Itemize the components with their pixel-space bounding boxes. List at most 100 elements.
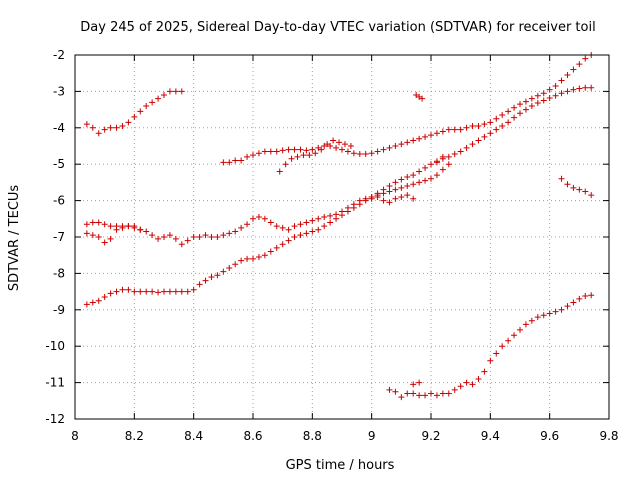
y-tick-label: -7 (53, 230, 65, 244)
data-point (214, 272, 221, 279)
data-point (404, 139, 411, 146)
data-point (315, 215, 322, 222)
data-point (95, 130, 102, 137)
series-trace-c-top (220, 52, 595, 166)
data-point (428, 132, 434, 139)
x-tick-label: 8.6 (243, 429, 262, 443)
series-trace-l-rise (433, 153, 446, 166)
series-trace-j-isolated (413, 92, 426, 102)
data-point (469, 381, 476, 388)
x-tick-label: 8.8 (303, 429, 322, 443)
data-point (347, 143, 354, 149)
data-point (196, 281, 203, 288)
data-point (398, 394, 405, 401)
data-point (487, 130, 494, 137)
data-point (428, 390, 434, 397)
data-point (439, 128, 446, 135)
data-point (511, 332, 518, 339)
x-tick-label: 9.8 (599, 429, 618, 443)
data-point (113, 226, 120, 233)
data-point (273, 148, 280, 155)
data-point (416, 135, 423, 142)
data-point (119, 286, 126, 293)
data-point (101, 221, 108, 228)
data-point (386, 188, 393, 195)
data-point (481, 368, 488, 375)
data-point (327, 212, 334, 219)
data-point (294, 153, 301, 160)
data-point (255, 150, 262, 157)
data-point (540, 90, 547, 97)
data-point (324, 141, 331, 148)
data-point (422, 164, 429, 171)
data-point (404, 390, 411, 397)
data-point (166, 88, 173, 95)
data-point (178, 88, 185, 95)
data-point (184, 237, 191, 244)
data-point (226, 159, 233, 166)
data-point (107, 235, 114, 242)
data-point (439, 153, 446, 160)
data-point (576, 61, 583, 68)
data-point (475, 122, 482, 129)
data-point (137, 288, 144, 295)
series-trace-a-early (83, 88, 185, 137)
data-point (339, 208, 345, 215)
series-trace-e-mid (83, 161, 452, 248)
data-point (273, 223, 280, 230)
y-tick-label: -6 (53, 194, 65, 208)
series-trace-g-dip (368, 192, 417, 206)
data-point (89, 299, 96, 306)
data-point (220, 232, 227, 239)
data-point (149, 99, 156, 106)
data-point (493, 350, 500, 357)
data-point (279, 241, 286, 248)
data-point (303, 230, 310, 237)
data-point (570, 66, 577, 73)
data-point (279, 147, 286, 154)
data-point (273, 244, 280, 251)
data-point (89, 124, 96, 131)
data-point (398, 193, 405, 200)
data-point (232, 157, 239, 164)
data-point (451, 151, 458, 158)
data-points (83, 52, 595, 401)
data-point (285, 226, 292, 233)
data-point (95, 297, 102, 304)
data-point (107, 290, 114, 297)
data-point (558, 77, 565, 84)
data-point (499, 122, 506, 129)
data-point (341, 141, 348, 148)
y-tick-label: -9 (53, 303, 65, 317)
data-point (428, 175, 434, 182)
data-point (398, 176, 405, 183)
data-point (161, 92, 167, 99)
data-point (172, 88, 179, 95)
data-point (451, 126, 458, 133)
data-point (528, 102, 535, 109)
data-point (214, 234, 221, 240)
data-point (149, 288, 156, 295)
data-point (576, 186, 583, 193)
data-point (517, 101, 523, 108)
data-point (380, 190, 387, 197)
data-point (261, 215, 268, 222)
data-point (481, 133, 488, 140)
data-point (469, 122, 476, 129)
data-point (303, 219, 310, 226)
data-point (261, 252, 268, 259)
data-point (220, 159, 227, 166)
x-tick-label: 9.6 (540, 429, 559, 443)
data-point (261, 148, 268, 155)
y-tick-label: -10 (45, 339, 65, 353)
data-point (410, 390, 417, 397)
data-point (487, 357, 494, 364)
data-point (220, 268, 227, 275)
data-point (493, 126, 500, 133)
data-point (143, 288, 150, 295)
data-point (250, 152, 256, 159)
data-point (83, 301, 90, 308)
data-point (463, 379, 470, 386)
data-point (534, 314, 541, 321)
data-point (143, 228, 150, 235)
